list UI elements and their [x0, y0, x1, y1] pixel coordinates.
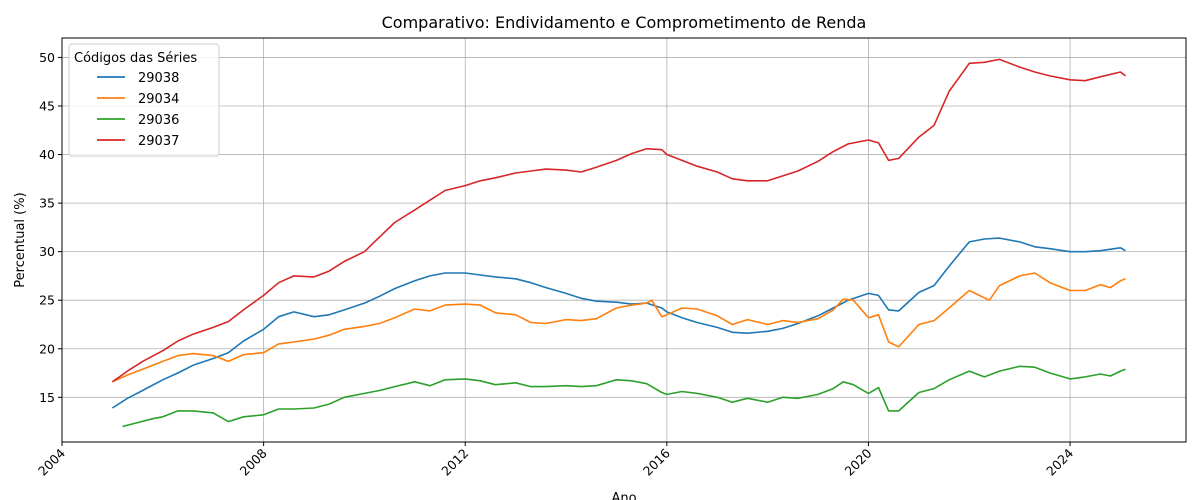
y-tick-label: 15: [39, 390, 55, 405]
legend-box: [68, 43, 220, 157]
y-axis: 15 20 25 30 35 40 45 50: [39, 50, 62, 405]
chart-title: Comparativo: Endividamento e Comprometim…: [382, 13, 867, 32]
legend-title: Códigos das Séries: [74, 51, 197, 66]
legend-label-29036: 29036: [138, 113, 179, 128]
y-axis-title: Percentual (%): [13, 192, 28, 287]
legend-label-29038: 29038: [138, 71, 179, 86]
y-tick-label: 35: [39, 196, 55, 211]
y-tick-label: 50: [39, 50, 55, 65]
y-tick-label: 40: [39, 147, 55, 162]
y-tick-label: 30: [39, 244, 55, 259]
legend-label-29034: 29034: [138, 92, 179, 107]
grid-lines: [61, 38, 1186, 442]
y-tick-label: 45: [39, 98, 55, 113]
legend-label-29037: 29037: [138, 134, 179, 149]
y-tick-label: 25: [39, 293, 55, 308]
series-line-29036: [122, 365, 1126, 428]
series-line-29037: [111, 58, 1126, 383]
series-lines: [111, 58, 1126, 428]
series-line-29034: [112, 272, 1126, 383]
x-axis-title: Ano: [611, 491, 636, 500]
plot-frame: [61, 37, 1187, 443]
y-tick-label: 20: [39, 341, 55, 356]
legend: Códigos das Séries 29038 29034 29036 29037: [68, 43, 220, 157]
